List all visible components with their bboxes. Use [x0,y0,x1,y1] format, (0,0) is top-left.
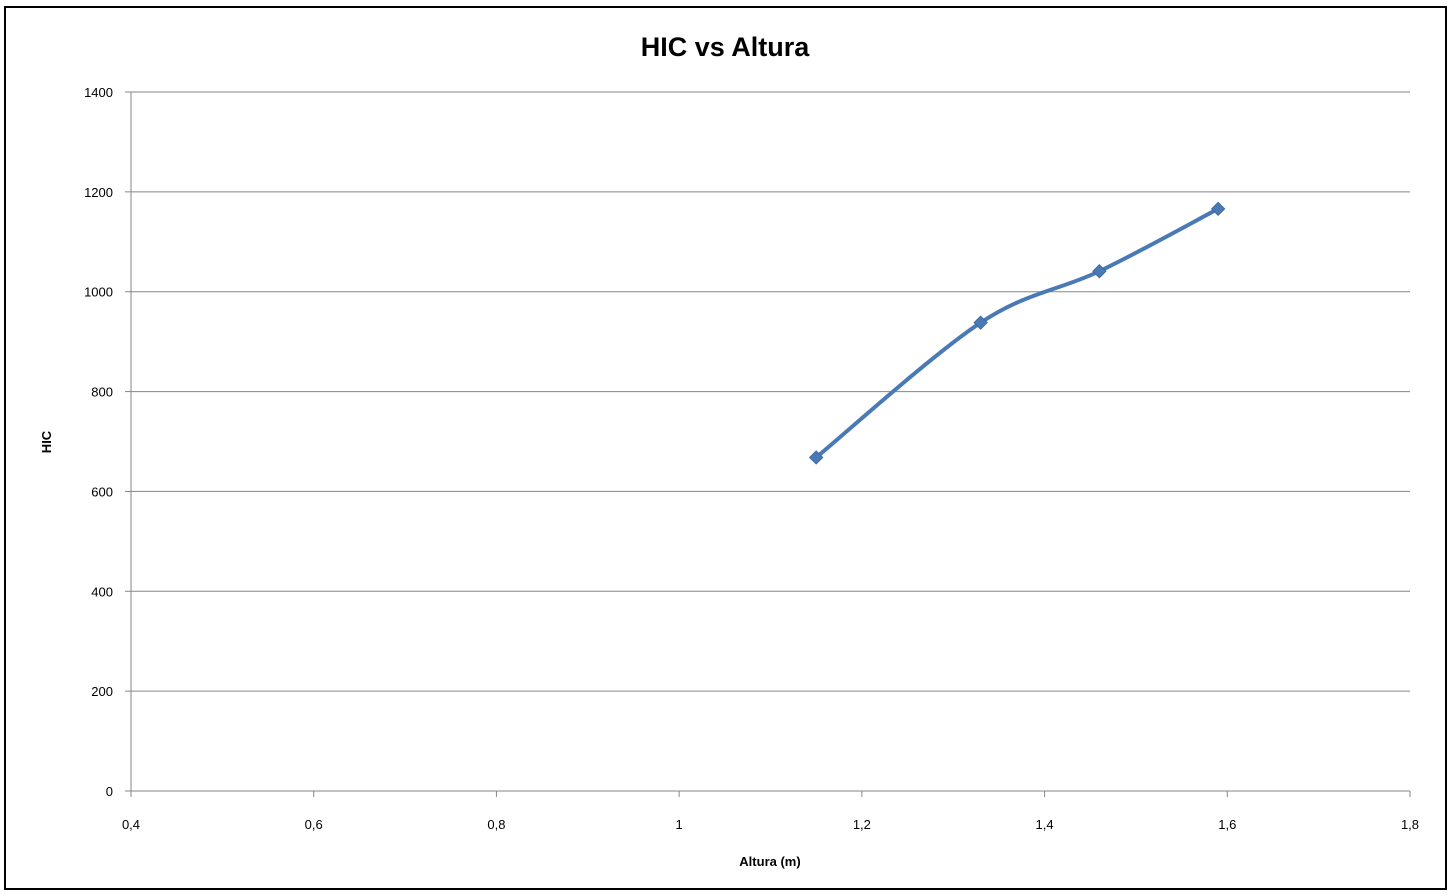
series-line [814,206,1221,460]
data-point [1210,201,1226,217]
x-tick-label: 1,6 [1218,817,1236,832]
y-tick-label: 0 [106,784,113,799]
gridlines [125,91,1411,797]
y-tick-label: 200 [91,684,113,699]
data-point [973,315,988,330]
x-tick-label: 0,4 [122,817,140,832]
x-tick-label: 1,2 [853,817,871,832]
y-tick-label: 600 [91,484,113,499]
series-layer [808,201,1226,465]
y-tick-label: 400 [91,584,113,599]
x-tick-label: 1,8 [1401,817,1419,832]
y-tick-label: 1000 [84,285,113,300]
x-tick-labels: 0,4 0,6 0,8 1 1,2 1,4 1,6 1,8 [122,817,1419,832]
x-tick-label: 0,8 [487,817,505,832]
x-axis-title: Altura (m) [739,854,800,869]
chart-frame [4,6,1447,890]
data-point [808,450,824,465]
chart-title: HIC vs Altura [641,32,811,62]
data-point [1092,264,1107,279]
y-tick-label: 1400 [84,85,113,100]
x-tick-label: 1,4 [1036,817,1054,832]
x-tick-label: 0,6 [305,817,323,832]
y-axis-title: HIC [39,430,54,453]
y-tick-label: 800 [91,385,113,400]
x-tick-label: 1 [676,817,683,832]
y-tick-labels: 0 200 400 600 800 1000 1200 1400 [84,85,113,799]
y-tick-label: 1200 [84,185,113,200]
